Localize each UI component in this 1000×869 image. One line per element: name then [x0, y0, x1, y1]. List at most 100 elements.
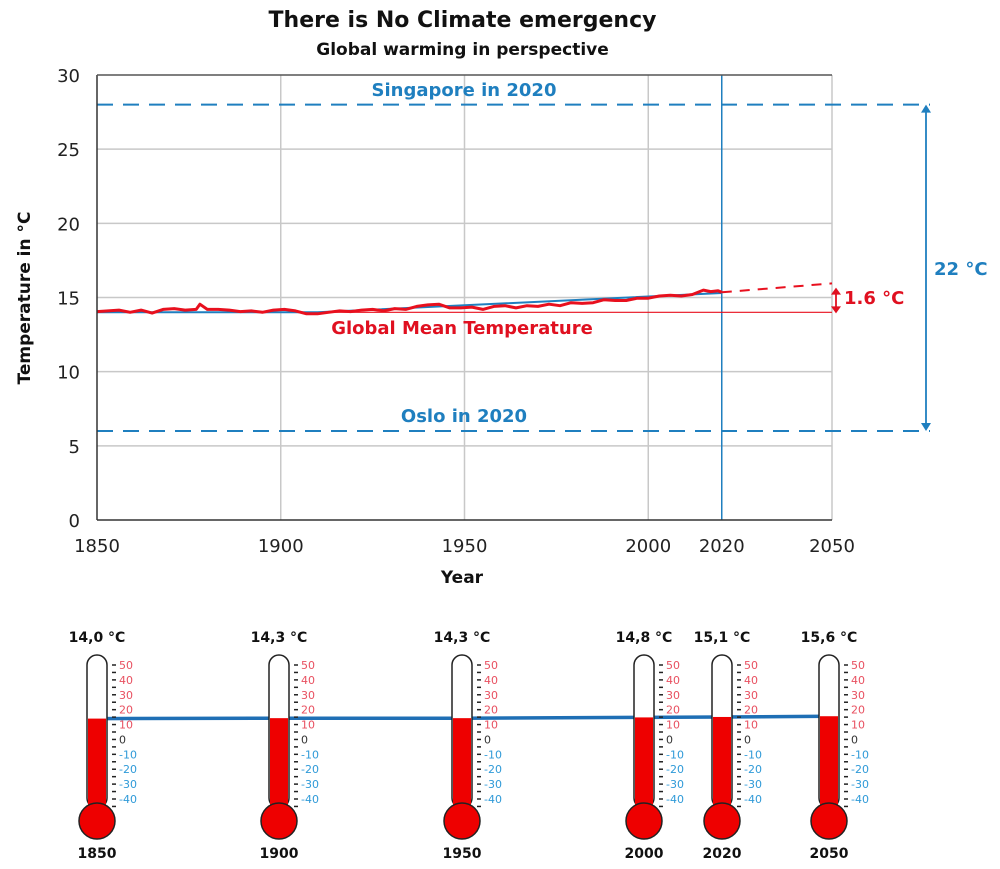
scale-label: 40: [666, 674, 680, 687]
thermometer-mercury: [635, 717, 653, 808]
scale-label: 10: [484, 719, 498, 732]
scale-label: -30: [119, 778, 137, 791]
y-axis-label: Temperature in °C: [15, 211, 35, 384]
scale-label: -10: [666, 748, 684, 761]
scale-label: 0: [666, 733, 673, 746]
scale-label: 20: [301, 704, 315, 717]
y-tick-label: 20: [57, 214, 80, 235]
thermometer-value: 14,8 °C: [616, 630, 673, 646]
scale-label: -20: [744, 763, 762, 776]
scale-label: 40: [744, 674, 758, 687]
scale-label: 0: [851, 733, 858, 746]
scale-label: -10: [851, 748, 869, 761]
y-tick-label: 25: [57, 140, 80, 161]
x-tick-label: 1850: [74, 536, 120, 557]
delta-small-label: 1.6 °C: [844, 288, 904, 309]
scale-label: -10: [744, 748, 762, 761]
x-tick-label: 2020: [699, 536, 745, 557]
scale-label: 40: [301, 674, 315, 687]
series-group: [96, 282, 833, 316]
scale-label: 0: [301, 733, 308, 746]
delta-small-arrow-head-down: [831, 306, 841, 314]
axes: [96, 74, 832, 521]
scale-label: -10: [119, 748, 137, 761]
thermometer: 14,3 °C 1950 50 40 30 20 100 -10 -20 -30 -40: [434, 630, 502, 862]
scale-label: -30: [666, 778, 684, 791]
scale-label: -30: [301, 778, 319, 791]
thermometer-bulb: [78, 802, 116, 840]
thermometer-year: 1950: [443, 846, 482, 862]
thermometer-year: 2000: [625, 846, 664, 862]
scale-label: -10: [484, 748, 502, 761]
annotations: Singapore in 2020 Oslo in 2020 Global Me…: [15, 80, 988, 588]
oslo-label: Oslo in 2020: [401, 406, 527, 427]
scale-label: 50: [301, 659, 315, 672]
scale-label: -40: [119, 793, 137, 806]
thermometer: 14,0 °C 1850 50 40 30 20 100 -10 -20 -30 -40: [69, 630, 137, 862]
scale-label: -20: [666, 763, 684, 776]
chart-title: There is No Climate emergency: [268, 8, 657, 33]
delta-large-arrow-head-down: [921, 423, 931, 431]
x-tick-label: 1900: [258, 536, 304, 557]
grid-lines: [97, 75, 833, 520]
scale-label: 10: [851, 719, 865, 732]
series-projection: [721, 282, 833, 294]
scale-label: 10: [666, 719, 680, 732]
thermometer-mercury: [270, 718, 288, 808]
tick-labels: 0 5 10 15 20 25 30 1850 1900 1950 2000 2020 2050: [57, 66, 855, 557]
thermometer-year: 2050: [810, 846, 849, 862]
scale-label: -20: [851, 763, 869, 776]
y-tick-label: 5: [69, 437, 80, 458]
thermometer-bulb: [443, 802, 481, 840]
global-mean-label: Global Mean Temperature: [331, 318, 593, 339]
scale-label: 30: [484, 689, 498, 702]
scale-label: 10: [301, 719, 315, 732]
scale-label: -40: [484, 793, 502, 806]
scale-label: -30: [851, 778, 869, 791]
scale-label: 20: [119, 704, 133, 717]
scale-label: -20: [484, 763, 502, 776]
scale-label: -40: [301, 793, 319, 806]
thermometer-mercury: [88, 718, 106, 808]
scale-label: 0: [744, 733, 751, 746]
scale-label: 50: [119, 659, 133, 672]
scale-label: 20: [484, 704, 498, 717]
x-tick-label: 2000: [625, 536, 671, 557]
scale-label: -40: [851, 793, 869, 806]
scale-label: 40: [119, 674, 133, 687]
scale-label: -40: [744, 793, 762, 806]
scale-label: 0: [484, 733, 491, 746]
scale-label: 30: [666, 689, 680, 702]
scale-label: -20: [119, 763, 137, 776]
thermometer: 14,3 °C 1900 50 40 30 20 100 -10 -20 -30 -40: [251, 630, 319, 862]
scale-label: 20: [744, 704, 758, 717]
scale-label: 10: [119, 719, 133, 732]
x-tick-label: 2050: [809, 536, 855, 557]
chart-subtitle: Global warming in perspective: [316, 40, 609, 60]
scale-label: -30: [744, 778, 762, 791]
scale-label: 30: [119, 689, 133, 702]
scale-label: 50: [484, 659, 498, 672]
scale-label: 30: [851, 689, 865, 702]
scale-label: 30: [744, 689, 758, 702]
scale-label: 50: [666, 659, 680, 672]
scale-label: -20: [301, 763, 319, 776]
thermometer-value: 15,6 °C: [801, 630, 858, 646]
thermometer: 14,8 °C 2000 50 40 30 20 100 -10 -20 -30 -40: [616, 630, 684, 862]
thermometer: 15,6 °C 2050 50 40 30 20 100 -10 -20 -30 -40: [801, 630, 869, 862]
scale-label: -40: [666, 793, 684, 806]
delta-large-arrow-head-up: [921, 104, 931, 113]
scale-label: 10: [744, 719, 758, 732]
x-tick-label: 1950: [442, 536, 488, 557]
scale-label: 20: [666, 704, 680, 717]
thermometer-bulb: [260, 802, 298, 840]
thermometer-mercury: [820, 716, 838, 808]
thermometer-bulb: [703, 802, 741, 840]
thermometer-mercury: [713, 716, 731, 808]
thermometer: 15,1 °C 2020 50 40 30 20 100 -10 -20 -30 -40: [694, 630, 762, 862]
scale-label: 50: [851, 659, 865, 672]
thermometer-value: 14,0 °C: [69, 630, 126, 646]
scale-label: 30: [301, 689, 315, 702]
